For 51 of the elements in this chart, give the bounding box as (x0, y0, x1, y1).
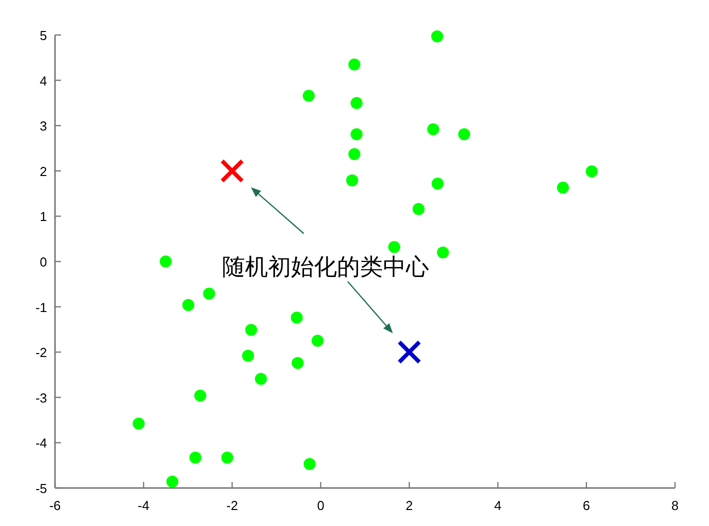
point (432, 178, 444, 190)
x-tick-label: -6 (49, 498, 61, 513)
y-tick-label: 0 (40, 254, 47, 270)
point (458, 128, 470, 140)
x-tick-label: -2 (226, 498, 238, 513)
point (348, 148, 360, 160)
y-tick-label: 5 (40, 28, 47, 43)
point (556, 182, 569, 194)
point (245, 324, 258, 336)
y-tick-label: -4 (35, 436, 47, 451)
point (189, 452, 202, 464)
point (182, 298, 194, 311)
point (427, 123, 440, 136)
y-tick-label: -3 (35, 390, 47, 406)
point (290, 312, 303, 324)
point (194, 390, 206, 402)
x-tick-label: -4 (138, 498, 150, 513)
point (312, 334, 324, 347)
x-tick-label: 8 (671, 498, 679, 513)
y-tick-label: -1 (35, 300, 47, 315)
y-tick-label: -2 (35, 345, 47, 360)
annotation: 随机初始化的类中心 (222, 187, 430, 334)
point (221, 452, 234, 464)
point (160, 256, 172, 268)
point (132, 418, 145, 430)
x-tick-label: 6 (582, 498, 590, 513)
annotation: 随机初始化的类中心 (222, 254, 430, 280)
point (292, 356, 304, 369)
y-tick-label: 4 (40, 73, 47, 88)
point (304, 458, 316, 470)
point (412, 202, 425, 215)
x-tick-label: 4 (494, 498, 502, 513)
point (348, 58, 360, 70)
point (350, 128, 363, 140)
y-tick-label: 2 (40, 164, 47, 179)
point (388, 241, 400, 254)
x-tick-label: 0 (317, 498, 324, 513)
point (346, 174, 358, 186)
point (431, 30, 444, 42)
x-tick-label: 2 (406, 498, 413, 513)
y-tick-label: -5 (35, 481, 47, 496)
point (242, 350, 254, 362)
point (203, 288, 216, 300)
point (302, 90, 315, 102)
point (436, 246, 449, 258)
y-tick-label: 1 (40, 209, 47, 224)
y-tick-label: 3 (40, 118, 47, 134)
point (350, 96, 363, 109)
point (254, 372, 267, 385)
point (166, 476, 178, 488)
point (586, 165, 598, 178)
